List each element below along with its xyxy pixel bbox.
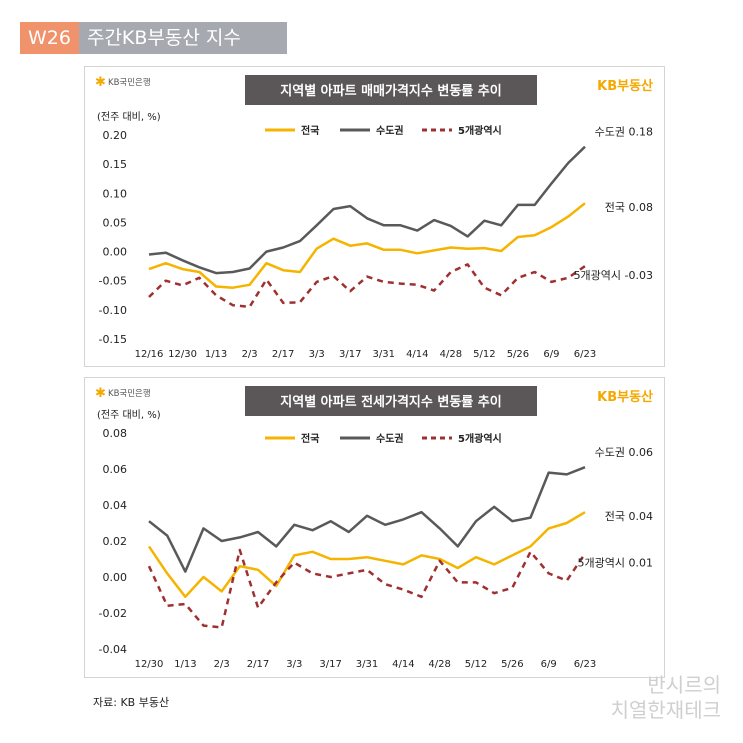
- chart-title: 지역별 아파트 전세가격지수 변동률 추이: [280, 394, 501, 410]
- y-tick-label: -0.04: [99, 643, 127, 656]
- y-tick-label: 0.15: [103, 158, 128, 171]
- x-tick-label: 12/30: [168, 349, 197, 360]
- x-tick-label: 4/28: [428, 659, 450, 670]
- series-line-nationwide: [147, 511, 586, 599]
- legend-label-capital: 수도권: [376, 433, 404, 445]
- y-tick-label: 0.10: [103, 187, 128, 200]
- y-axis-label: (전주 대비, %): [97, 409, 161, 421]
- x-tick-label: 3/31: [356, 659, 378, 670]
- legend-label-nationwide: 전국: [301, 124, 319, 137]
- watermark: 반시르의 치열한재테크: [611, 673, 721, 723]
- end-label-five_metro: 5개광역시 -0.03: [574, 269, 653, 282]
- y-tick-label: -0.15: [99, 333, 127, 346]
- end-label-nationwide: 전국 0.08: [605, 201, 653, 214]
- y-tick-label: 0.05: [103, 216, 128, 229]
- legend-label-capital: 수도권: [376, 125, 404, 137]
- x-tick-label: 2/3: [242, 349, 258, 360]
- x-tick-label: 6/9: [543, 349, 559, 360]
- page-title: 주간KB부동산 지수: [78, 22, 287, 54]
- x-tick-label: 5/26: [507, 349, 529, 360]
- x-tick-label: 3/17: [319, 659, 341, 670]
- x-tick-label: 3/31: [373, 349, 395, 360]
- x-tick-label: 6/23: [574, 349, 596, 360]
- x-tick-label: 4/28: [440, 349, 462, 360]
- y-tick-label: -0.10: [99, 304, 127, 317]
- chart-title-bar: [245, 75, 537, 105]
- x-tick-label: 2/17: [272, 349, 294, 360]
- x-tick-label: 12/16: [135, 349, 164, 360]
- source-note: 자료: KB 부동산: [93, 696, 170, 709]
- series-line-capital: [148, 145, 586, 275]
- x-tick-label: 5/12: [473, 349, 495, 360]
- y-tick-label: -0.05: [99, 275, 127, 288]
- brand-logo-text: KB부동산: [597, 78, 653, 94]
- end-label-capital: 수도권 0.18: [595, 126, 653, 139]
- bank-logo-text: KB국민은행: [108, 77, 151, 88]
- week-badge: W26: [20, 22, 79, 54]
- sales-price-chart: ✱ KB국민은행 KB부동산 지역별 아파트 매매가격지수 변동률 추이 (전주 대비,…: [95, 75, 653, 360]
- x-tick-label: 3/3: [309, 349, 325, 360]
- bank-star-icon: ✱: [95, 75, 106, 90]
- end-label-five_metro: 5개광역시 0.01: [578, 557, 653, 570]
- x-tick-label: 1/13: [205, 349, 227, 360]
- bank-logo-text: KB국민은행: [108, 388, 151, 399]
- end-label-nationwide: 전국 0.04: [605, 510, 653, 523]
- jeonse-chart-panel: ✱ KB국민은행 KB부동산 지역별 아파트 전세가격지수 변동률 추이 (전주 대비,…: [84, 377, 665, 678]
- series-line-nationwide: [148, 202, 586, 289]
- x-tick-label: 1/13: [174, 659, 196, 670]
- x-tick-label: 5/26: [501, 659, 523, 670]
- watermark-line-1: 반시르의: [647, 673, 721, 697]
- series-line-five_metro: [147, 548, 587, 629]
- jeonse-price-chart: ✱ KB국민은행 KB부동산 지역별 아파트 전세가격지수 변동률 추이 (전주 대비,…: [95, 386, 653, 670]
- chart-title-bar: [245, 386, 537, 416]
- sales-chart-panel: ✱ KB국민은행 KB부동산 지역별 아파트 매매가격지수 변동률 추이 (전주 대비,…: [84, 66, 665, 367]
- x-tick-label: 5/12: [465, 659, 487, 670]
- y-tick-label: -0.02: [99, 607, 127, 620]
- y-tick-label: 0.00: [103, 246, 128, 259]
- legend-label-five_metro: 5개광역시: [458, 124, 502, 137]
- x-tick-label: 4/14: [392, 659, 414, 670]
- series-line-capital: [148, 466, 586, 573]
- x-tick-label: 6/9: [541, 659, 557, 670]
- y-tick-label: 0.08: [103, 427, 128, 440]
- x-tick-label: 12/30: [135, 659, 164, 670]
- x-tick-label: 3/3: [286, 659, 302, 670]
- y-tick-label: 0.00: [103, 571, 128, 584]
- x-tick-label: 3/17: [339, 349, 361, 360]
- x-tick-label: 4/14: [406, 349, 428, 360]
- brand-logo-text: KB부동산: [597, 389, 653, 405]
- end-label-capital: 수도권 0.06: [595, 446, 653, 459]
- x-tick-label: 2/17: [247, 659, 269, 670]
- series-line-five_metro: [148, 263, 586, 309]
- chart-title: 지역별 아파트 매매가격지수 변동률 추이: [280, 83, 501, 99]
- y-axis-label: (전주 대비, %): [97, 111, 161, 123]
- y-tick-label: 0.04: [103, 499, 128, 512]
- bank-star-icon: ✱: [95, 386, 106, 401]
- x-tick-label: 2/3: [214, 659, 230, 670]
- header: W26 주간KB부동산 지수: [20, 22, 287, 54]
- watermark-line-2: 치열한재테크: [610, 698, 721, 722]
- legend-label-five_metro: 5개광역시: [458, 432, 502, 445]
- x-tick-label: 6/23: [574, 659, 596, 670]
- y-tick-label: 0.02: [103, 535, 128, 548]
- y-tick-label: 0.06: [103, 463, 128, 476]
- y-tick-label: 0.20: [103, 129, 128, 142]
- legend-label-nationwide: 전국: [301, 432, 319, 445]
